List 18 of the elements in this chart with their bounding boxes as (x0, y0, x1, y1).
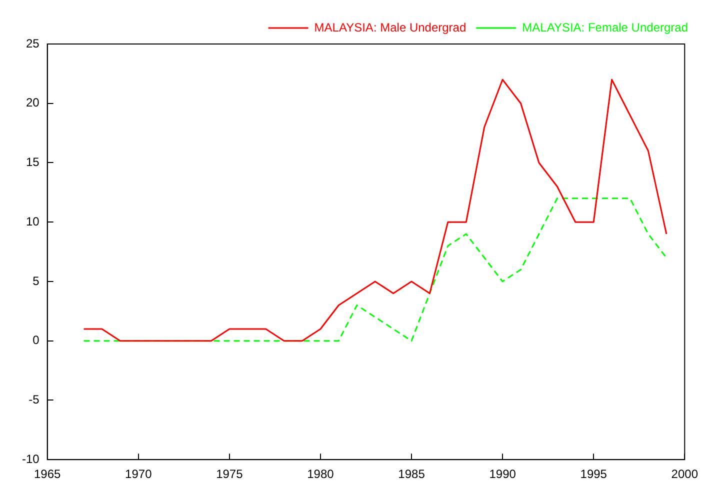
x-tick-label: 1990 (489, 467, 516, 482)
x-tick-label: 1995 (580, 467, 608, 482)
x-tick-label: 2000 (671, 467, 698, 482)
x-tick-label: 1965 (34, 467, 62, 482)
legend-label: MALAYSIA: Male Undergrad (314, 20, 466, 34)
y-tick-label: 25 (26, 36, 40, 50)
y-tick-label: -10 (22, 452, 40, 466)
x-tick-label: 1980 (307, 467, 334, 482)
x-tick-label: 1975 (216, 467, 244, 482)
y-tick-label: 10 (26, 214, 40, 228)
y-tick-label: 20 (26, 96, 40, 110)
y-tick-label: 15 (26, 155, 40, 170)
y-tick-label: 5 (32, 274, 40, 288)
y-tick-label: -5 (28, 392, 40, 407)
legend-label: MALAYSIA: Female Undergrad (522, 20, 688, 34)
x-tick-label: 1985 (398, 467, 426, 482)
x-tick-label: 1970 (125, 467, 152, 482)
y-tick-label: 0 (32, 333, 40, 348)
